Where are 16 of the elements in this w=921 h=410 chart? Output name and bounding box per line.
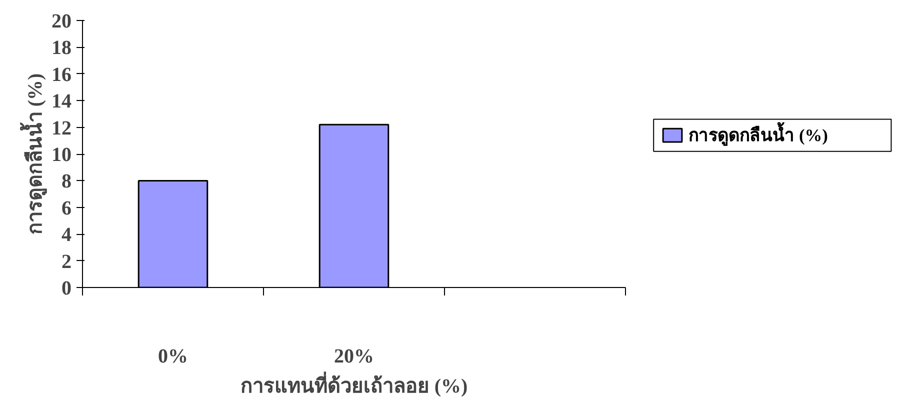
- y-tick-label: 16: [52, 64, 72, 86]
- y-tick-label: 6: [62, 197, 72, 220]
- y-tick-label: 2: [62, 250, 72, 273]
- y-tick-label: 14: [52, 90, 72, 113]
- y-tick-label: 4: [62, 224, 72, 246]
- y-tick-label: 12: [52, 117, 72, 140]
- y-tick-label: 10: [52, 144, 72, 166]
- y-tick-label: 0: [62, 278, 72, 300]
- y-tick-label: 20: [52, 10, 72, 32]
- x-axis-title: การแทนที่ด้วยเถ้าลอย (%): [240, 370, 468, 398]
- y-tick-label: 8: [62, 170, 72, 193]
- x-tick-label: 0%: [158, 346, 188, 368]
- x-tick-label: 20%: [334, 346, 374, 368]
- y-tick-label: 18: [52, 37, 72, 60]
- legend-label: การดูดกลืนน้ำ (%): [688, 122, 828, 147]
- y-axis-title: การดูดกลืนน้ำ (%): [20, 73, 48, 235]
